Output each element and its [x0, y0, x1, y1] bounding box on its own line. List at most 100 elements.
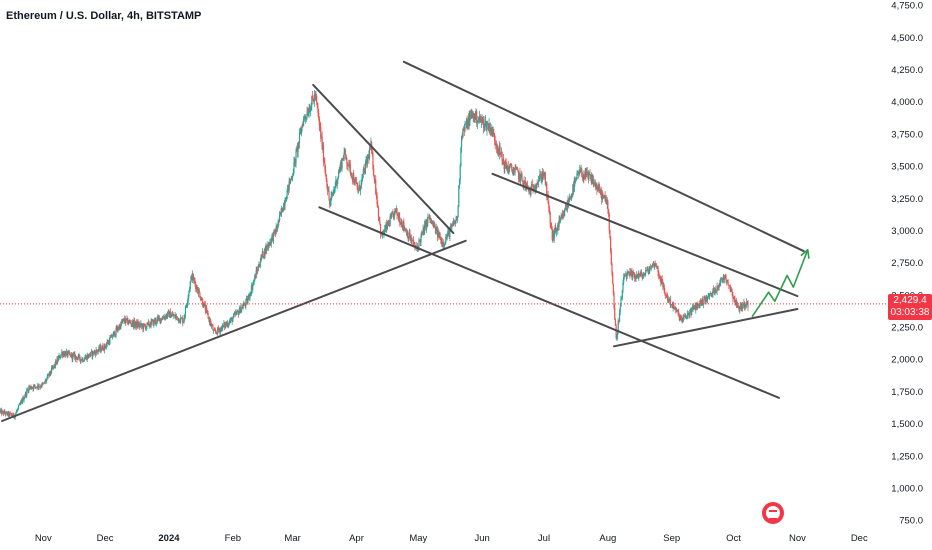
candle-down[interactable]: [64, 352, 66, 357]
candle-down[interactable]: [145, 326, 147, 330]
candle-down[interactable]: [234, 312, 237, 315]
candle-up[interactable]: [354, 178, 356, 185]
candle-up[interactable]: [228, 324, 230, 326]
candle-down[interactable]: [287, 184, 290, 191]
candle-down[interactable]: [733, 297, 735, 300]
candle-up[interactable]: [508, 168, 510, 172]
candle-up[interactable]: [236, 310, 238, 313]
candle-up[interactable]: [721, 279, 723, 281]
candle-up[interactable]: [165, 314, 167, 319]
candle-up[interactable]: [334, 186, 336, 189]
candle-up[interactable]: [555, 228, 557, 233]
candle-down[interactable]: [168, 311, 170, 318]
candle-down[interactable]: [392, 214, 395, 219]
candle-down[interactable]: [327, 187, 329, 192]
candle-down[interactable]: [634, 275, 636, 278]
candle-down[interactable]: [13, 413, 15, 417]
candle-up[interactable]: [656, 266, 658, 267]
candle-down[interactable]: [202, 299, 204, 306]
candle-up[interactable]: [651, 263, 654, 266]
candle-up[interactable]: [686, 315, 688, 319]
candle-up[interactable]: [572, 184, 574, 194]
candle-up[interactable]: [726, 280, 728, 282]
candle-up[interactable]: [410, 238, 413, 241]
candle-down[interactable]: [713, 288, 715, 290]
candle-down[interactable]: [445, 236, 448, 239]
candle-down[interactable]: [661, 278, 663, 283]
candle-up[interactable]: [553, 230, 555, 239]
candle-down[interactable]: [386, 224, 388, 230]
candle-up[interactable]: [708, 293, 711, 297]
candle-down[interactable]: [294, 158, 296, 163]
candle-up[interactable]: [154, 319, 156, 323]
candle-down[interactable]: [66, 351, 68, 357]
candle-up[interactable]: [278, 214, 281, 222]
candle-down[interactable]: [226, 323, 228, 327]
candle-down[interactable]: [79, 355, 81, 360]
candle-up[interactable]: [432, 222, 434, 224]
candle-down[interactable]: [268, 243, 270, 246]
candle-down[interactable]: [390, 216, 392, 218]
candle-down[interactable]: [529, 190, 531, 196]
candle-down[interactable]: [426, 219, 428, 223]
candle-down[interactable]: [627, 271, 630, 273]
candle-down[interactable]: [52, 366, 55, 368]
candle-up[interactable]: [495, 143, 497, 145]
candle-up[interactable]: [484, 121, 486, 127]
candle-down[interactable]: [493, 134, 496, 141]
candle-down[interactable]: [550, 223, 552, 227]
candle-down[interactable]: [610, 251, 612, 264]
candle-up[interactable]: [56, 358, 58, 365]
candle-down[interactable]: [453, 221, 455, 224]
candle-down[interactable]: [680, 316, 682, 318]
candle-down[interactable]: [307, 112, 309, 116]
time-axis[interactable]: Nov Dec 2024 Feb Mar Apr May Jun Jul Aug Sep Oct Nov…: [35, 533, 868, 544]
candle-down[interactable]: [217, 327, 220, 331]
candle-up[interactable]: [601, 194, 603, 200]
candle-up[interactable]: [242, 305, 244, 309]
candle-down[interactable]: [734, 299, 736, 303]
candle-down[interactable]: [503, 163, 505, 170]
candle-up[interactable]: [66, 351, 68, 353]
candle-up[interactable]: [193, 278, 195, 281]
candle-down[interactable]: [377, 207, 380, 217]
candle-up[interactable]: [471, 112, 473, 116]
candle-down[interactable]: [641, 274, 643, 278]
candle-up[interactable]: [115, 327, 117, 335]
trendline[interactable]: [318, 206, 780, 399]
candle-down[interactable]: [347, 165, 349, 167]
candle-up[interactable]: [478, 119, 480, 121]
candle-down[interactable]: [399, 223, 402, 225]
candle-down[interactable]: [194, 280, 196, 284]
candle-down[interactable]: [572, 184, 575, 192]
candle-up[interactable]: [84, 357, 86, 360]
candle-down[interactable]: [638, 274, 641, 275]
candle-down[interactable]: [643, 274, 645, 276]
candle-down[interactable]: [316, 102, 318, 108]
candle-up[interactable]: [99, 346, 101, 350]
candle-up[interactable]: [445, 236, 447, 243]
candle-down[interactable]: [82, 358, 84, 362]
candle-down[interactable]: [274, 231, 277, 234]
candle-down[interactable]: [710, 293, 712, 297]
candle-up[interactable]: [292, 172, 294, 176]
candle-up[interactable]: [687, 313, 689, 315]
candle-down[interactable]: [326, 180, 328, 188]
candle-up[interactable]: [302, 118, 305, 126]
candle-down[interactable]: [441, 241, 443, 246]
candle-down[interactable]: [75, 356, 77, 358]
candle-down[interactable]: [313, 99, 315, 102]
candle-down[interactable]: [524, 180, 526, 182]
candle-down[interactable]: [678, 312, 680, 315]
candle-up[interactable]: [705, 296, 707, 302]
candle-up[interactable]: [72, 354, 74, 360]
candle-up[interactable]: [538, 178, 540, 181]
candle-up[interactable]: [213, 329, 215, 331]
candle-up[interactable]: [391, 212, 393, 215]
candle-down[interactable]: [423, 228, 425, 234]
candle-down[interactable]: [117, 327, 119, 330]
candle-down[interactable]: [28, 386, 31, 388]
candle-up[interactable]: [689, 312, 691, 317]
candle-up[interactable]: [147, 321, 149, 323]
candle-down[interactable]: [569, 197, 571, 199]
